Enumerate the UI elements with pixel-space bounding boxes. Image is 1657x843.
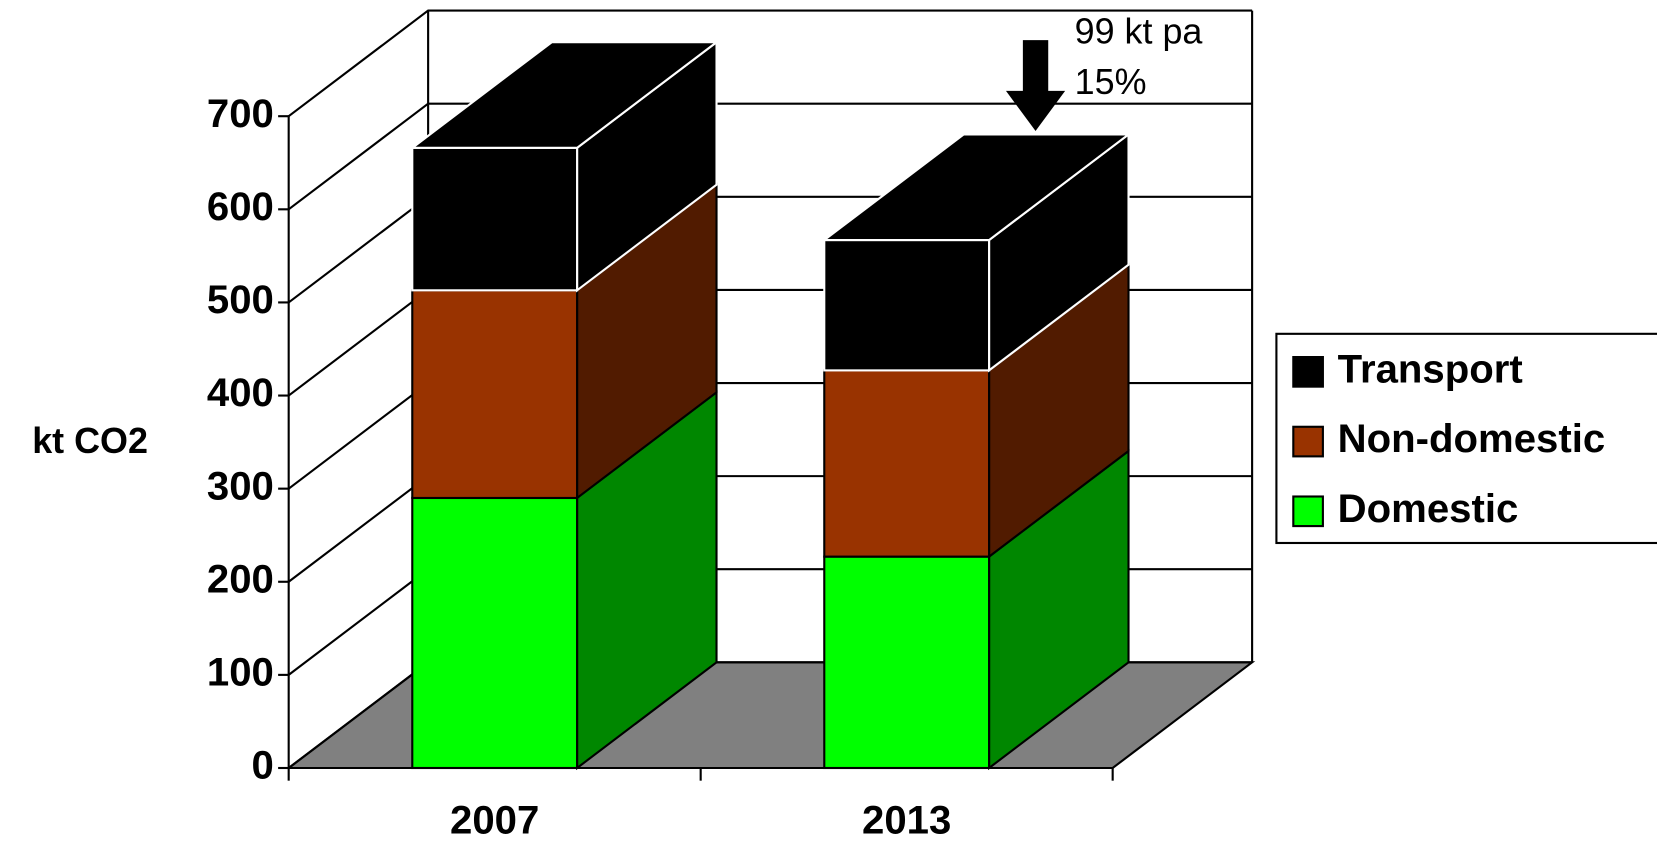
bar xyxy=(411,289,579,500)
annotation: 15% xyxy=(1075,61,1147,102)
y-tick-label: 700 xyxy=(207,91,274,136)
bar-top xyxy=(409,41,720,149)
y-tick-label: 400 xyxy=(207,370,274,415)
legend-swatch xyxy=(1292,425,1324,458)
x-tick-label: 2007 xyxy=(450,798,539,843)
y-tick-label: 500 xyxy=(207,277,274,322)
y-tick-label: 100 xyxy=(207,649,274,694)
bar xyxy=(411,146,579,292)
legend-label: Transport xyxy=(1338,346,1523,391)
legend-label: Domestic xyxy=(1338,486,1519,531)
bar-top xyxy=(821,133,1132,242)
legend-swatch xyxy=(1292,495,1324,528)
arrow xyxy=(1005,40,1066,131)
y-tick-label: 600 xyxy=(207,184,274,229)
bar xyxy=(823,555,991,770)
bar xyxy=(823,238,991,372)
legend-label: Non-domestic xyxy=(1338,416,1606,461)
grid-line xyxy=(288,9,1253,118)
y-tick-label: 300 xyxy=(207,463,274,508)
plot: 0 100 200 300 400 500 600 700 2007 2013 xyxy=(207,9,1256,843)
y-tick-label: 200 xyxy=(207,556,274,601)
legend-box xyxy=(1275,332,1657,545)
bar xyxy=(823,369,991,558)
y-tick-label: 0 xyxy=(252,743,274,788)
y-axis-label: kt CO2 xyxy=(32,420,148,461)
grid-line xyxy=(288,102,1253,211)
bar xyxy=(411,496,579,770)
annotation: 99 kt pa xyxy=(1075,10,1203,51)
legend-swatch xyxy=(1292,356,1324,388)
x-tick-label: 2013 xyxy=(862,798,951,843)
